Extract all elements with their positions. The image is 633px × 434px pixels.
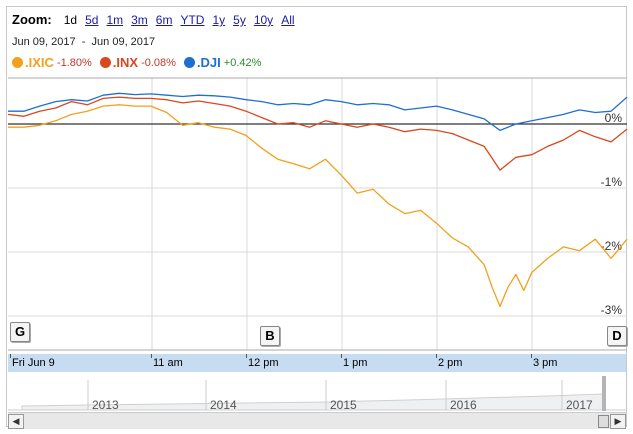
legend-change: -0.08% [141,56,176,69]
zoom-option-ytd[interactable]: YTD [180,13,205,27]
time-axis-label: 11 am [153,357,183,369]
zoom-option-1m[interactable]: 1m [106,13,124,27]
scroll-right-button[interactable]: ▶ [610,414,626,429]
zoom-option-1y[interactable]: 1y [212,13,226,27]
zoom-option-3m[interactable]: 3m [131,13,148,27]
legend-item-ixic[interactable]: .IXIC -1.80% [12,55,92,70]
zoom-option-10y[interactable]: 10y [253,13,274,27]
time-axis-label: 1 pm [343,357,368,369]
legend-item-inx[interactable]: .INX -0.08% [99,55,176,70]
legend: .IXIC -1.80% .INX -0.08% .DJI +0.42% [12,55,269,70]
date-range-end: Jun 09, 2017 [91,36,156,48]
y-tick-label: -3% [601,303,623,317]
legend-change: -1.80% [56,56,92,69]
zoom-option-1d[interactable]: 1d [63,13,78,27]
time-axis-tick [341,354,342,358]
navigator-plot [8,376,626,411]
legend-symbol: .DJI [196,55,221,70]
time-axis-label: 12 pm [248,357,279,369]
time-axis-tick [151,354,152,358]
y-tick-label: 0% [605,111,623,125]
navigator-year: 2014 [210,398,237,412]
zoom-label: Zoom: [12,12,52,27]
time-axis-label: 2 pm [438,357,463,369]
zoom-options: 1d 5d 1m 3m 6m YTD 1y 5y 10y All [64,13,303,27]
y-tick-label: -1% [601,175,623,189]
zoom-bar: Zoom: 1d 5d 1m 3m 6m YTD 1y 5y 10y All [12,12,303,28]
navigator-year: 2016 [450,398,477,412]
y-tick-label: -2% [601,239,623,253]
time-axis-tick [436,354,437,358]
scroll-left-button[interactable]: ◀ [8,414,24,429]
series-line-ixic [8,104,628,308]
zoom-option-all[interactable]: All [281,13,295,27]
legend-symbol: .INX [112,55,139,70]
legend-change: +0.42% [223,56,262,69]
time-axis-tick [246,354,247,358]
navigator-year: 2013 [92,398,119,412]
navigator-area [21,393,604,411]
date-range-separator: - [81,36,86,48]
time-axis-tick [531,354,532,358]
marker-g[interactable]: G [10,322,30,342]
marker-b[interactable]: B [260,326,280,346]
legend-item-dji[interactable]: .DJI +0.42% [183,55,262,70]
time-axis-label: Fri Jun 9 [12,357,55,369]
navigator-year: 2015 [330,398,357,412]
time-axis-label: 3 pm [533,357,558,369]
legend-dot-icon [183,57,195,68]
legend-dot-icon [99,57,111,68]
range-navigator[interactable]: 2013 2014 2015 2016 2017 [8,376,626,412]
navigator-year: 2017 [566,398,593,412]
zoom-option-5d[interactable]: 5d [85,13,99,27]
zoom-option-5y[interactable]: 5y [233,13,246,27]
navigator-handle[interactable] [602,376,606,411]
zoom-option-6m[interactable]: 6m [155,13,173,27]
scroll-thumb[interactable] [598,415,609,428]
marker-d[interactable]: D [607,326,627,346]
range-scrollbar[interactable]: ◀ ▶ [8,412,626,429]
legend-symbol: .IXIC [25,55,54,70]
time-axis-tick [10,354,11,358]
series-line-inx [7,96,628,171]
date-range: Jun 09, 2017 - Jun 09, 2017 [12,36,155,48]
series-line-dji [8,92,628,132]
legend-dot-icon [12,57,23,68]
time-axis: Fri Jun 9 11 am 12 pm 1 pm 2 pm 3 pm [8,354,626,372]
date-range-start: Jun 09, 2017 [12,36,76,48]
